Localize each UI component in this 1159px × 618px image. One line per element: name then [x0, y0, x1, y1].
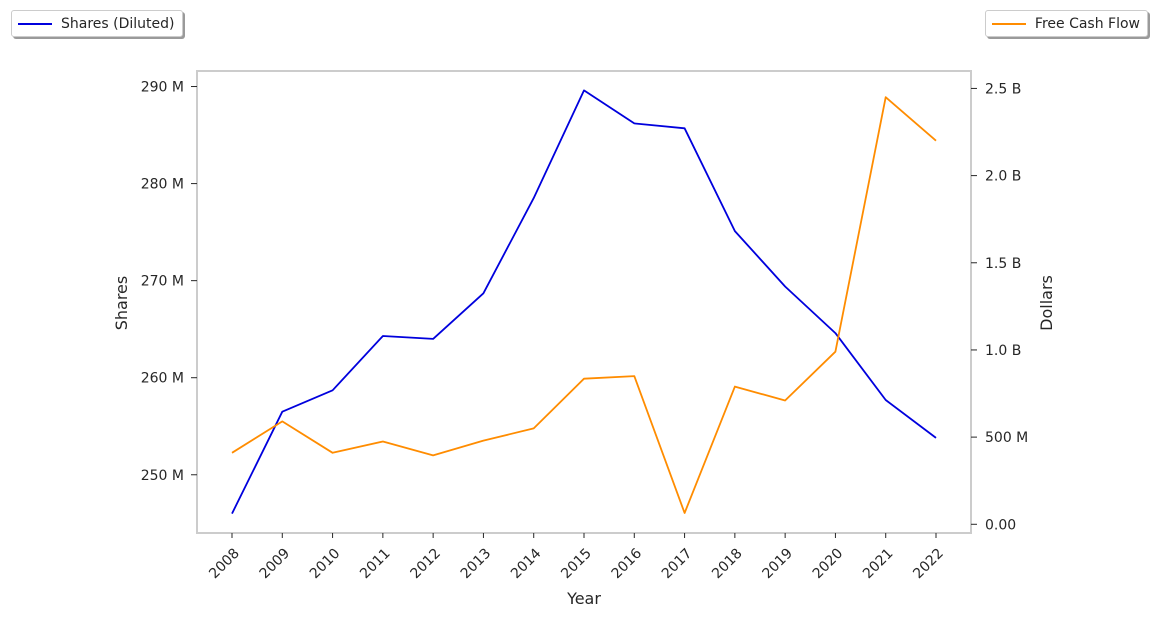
y-right-tick-label: 2.0 B: [985, 169, 1021, 185]
y-axis-right: 0.00 500 M 1.0 B 1.5 B 2.0 B 2.5 B: [971, 81, 1028, 533]
legend-label-fcf: Free Cash Flow: [1034, 15, 1140, 32]
y-axis-left-label: Shares: [112, 276, 131, 331]
y-axis-right-label: Dollars: [1037, 275, 1056, 331]
x-tick-label: 2008: [206, 546, 243, 583]
x-tick-label: 2015: [558, 546, 595, 583]
y-right-tick-label: 500 M: [985, 430, 1028, 446]
x-tick-label: 2020: [810, 546, 847, 583]
x-tick-label: 2018: [709, 546, 746, 583]
y-right-tick-label: 1.5 B: [985, 256, 1021, 272]
legend-shares: Shares (Diluted): [11, 10, 183, 37]
legend-swatch-fcf: [991, 22, 1026, 25]
series-lines: [231, 89, 937, 514]
y-left-tick-label: 270 M: [141, 274, 184, 290]
y-left-tick-label: 260 M: [141, 371, 184, 387]
x-tick-label: 2011: [357, 546, 394, 583]
legend-fcf: Free Cash Flow: [984, 10, 1148, 37]
free-cash-flow-line: [231, 96, 937, 514]
shares-diluted-line: [231, 89, 937, 514]
x-tick-label: 2014: [508, 545, 545, 582]
legend-swatch-shares: [18, 22, 52, 25]
x-tick-label: 2022: [910, 546, 947, 583]
x-tick-label: 2021: [860, 546, 897, 583]
x-tick-label: 2019: [759, 546, 796, 583]
x-tick-label: 2010: [307, 546, 344, 583]
y-right-tick-label: 2.5 B: [985, 81, 1021, 97]
x-tick-label: 2013: [458, 546, 495, 583]
x-tick-label: 2016: [609, 545, 646, 582]
y-left-tick-label: 290 M: [141, 80, 184, 96]
y-left-tick-label: 280 M: [141, 177, 184, 193]
y-left-tick-label: 250 M: [141, 468, 184, 484]
x-axis: 2008 2009 2010 2011 2012 2013 2014 2015 2016 2017…: [206, 533, 947, 582]
x-tick-label: 2012: [407, 546, 444, 583]
x-axis-label: Year: [566, 589, 601, 608]
x-tick-label: 2009: [257, 546, 294, 583]
legend-label-shares: Shares (Diluted): [61, 15, 175, 32]
y-right-tick-label: 0.00: [985, 517, 1016, 533]
plot-frame: [196, 70, 972, 534]
y-right-tick-label: 1.0 B: [985, 343, 1021, 359]
y-axis-left: 250 M 260 M 270 M 280 M 290 M: [141, 80, 197, 484]
x-tick-label: 2017: [659, 546, 696, 583]
